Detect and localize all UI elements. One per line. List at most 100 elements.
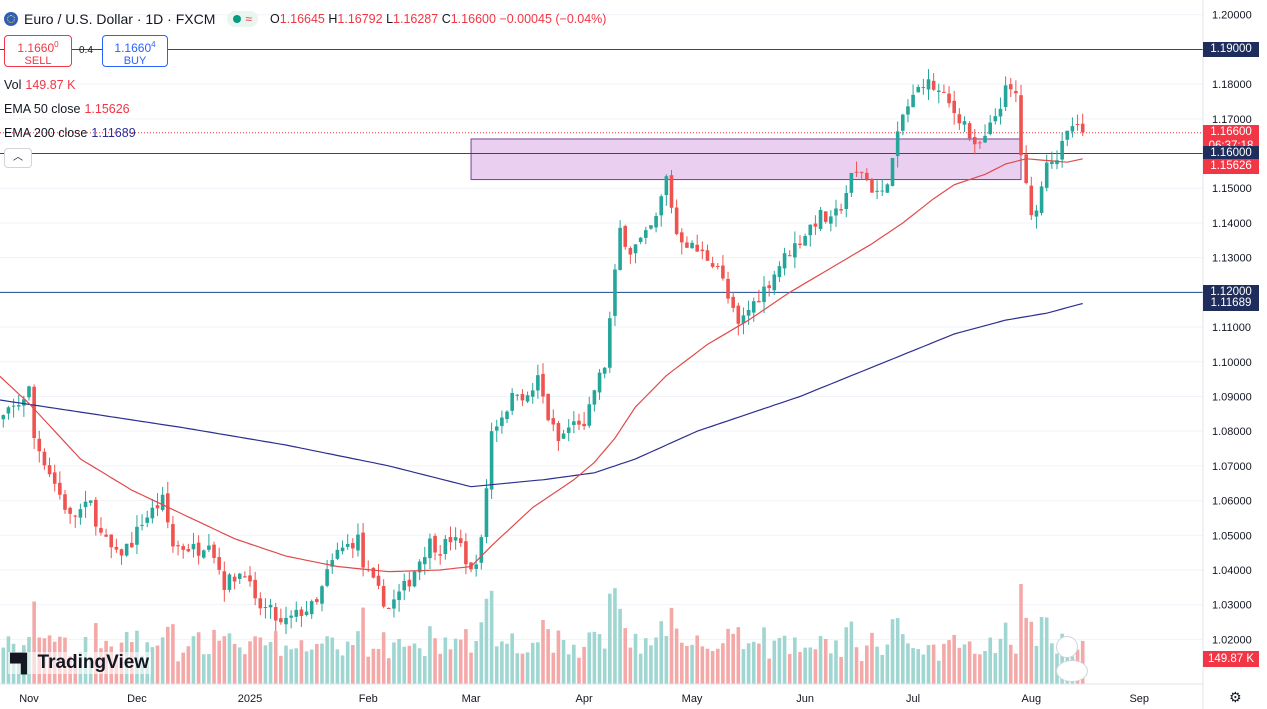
candle-body xyxy=(715,266,720,268)
candle-body xyxy=(525,395,530,402)
candle-body xyxy=(397,591,401,600)
collapse-legend-button[interactable]: ︿ xyxy=(4,148,32,168)
volume-bar xyxy=(541,620,545,684)
gear-icon[interactable]: ⚙ xyxy=(1229,689,1242,705)
buy-button[interactable]: 1.16604 BUY xyxy=(102,35,168,67)
candle-body xyxy=(972,137,977,145)
volume-bar xyxy=(798,652,802,684)
price-tag: 1.15626 xyxy=(1203,159,1259,175)
volume-bar xyxy=(572,644,576,684)
candle-body xyxy=(417,561,422,573)
candle-body xyxy=(751,301,756,313)
volume-bar xyxy=(309,649,314,684)
volume-bar xyxy=(320,643,324,684)
candle-body xyxy=(1008,84,1013,90)
candle-body xyxy=(489,431,494,490)
volume-bar xyxy=(803,647,807,684)
candle-body xyxy=(998,108,1003,117)
y-tick-label: 1.10000 xyxy=(1212,357,1252,369)
candle-body xyxy=(757,300,761,303)
volume-bar xyxy=(978,654,982,684)
candle-body xyxy=(520,394,525,401)
tradingview-logo[interactable]: ▀▌ TradingView xyxy=(8,652,152,674)
volume-bar xyxy=(443,637,448,684)
candle-body xyxy=(875,190,879,192)
volume-bar xyxy=(669,607,674,684)
x-tick-label: May xyxy=(682,693,703,705)
candle-body xyxy=(279,618,283,623)
volume-bar xyxy=(654,637,658,684)
time-axis[interactable]: Nov Dec 2025 Feb Mar Apr May Jun Jul Aug Sep xyxy=(0,683,1203,705)
volume-bar xyxy=(916,649,921,684)
price-axis[interactable]: 1.200001.190001.180001.170001.160001.150… xyxy=(1202,0,1252,709)
candle-body xyxy=(859,171,864,173)
candlesticks[interactable] xyxy=(0,69,1085,634)
volume-bar xyxy=(685,646,689,684)
volume-tag: 149.87 K xyxy=(1203,651,1259,667)
candle-body xyxy=(150,507,155,519)
volume-bar xyxy=(397,638,401,684)
volume-bar xyxy=(371,648,376,684)
ema50-legend[interactable]: EMA 50 close 1.15626 xyxy=(4,102,130,116)
volume-bar xyxy=(289,649,293,684)
volume-bar xyxy=(376,648,381,684)
volume-bar xyxy=(243,654,247,684)
candle-body xyxy=(381,585,386,607)
candle-body xyxy=(710,263,715,267)
volume-bar xyxy=(926,645,931,684)
sell-button[interactable]: 1.16600 SELL xyxy=(4,35,72,67)
candle-body xyxy=(556,423,561,442)
candle-body xyxy=(27,386,31,398)
volume-bar xyxy=(479,622,484,684)
candle-body xyxy=(83,501,88,508)
candle-body xyxy=(1029,185,1034,216)
volume-bar xyxy=(263,645,268,684)
candle-body xyxy=(931,80,936,90)
candle-body xyxy=(309,601,314,615)
candle-body xyxy=(546,393,550,421)
ema200-legend[interactable]: EMA 200 close 1.11689 xyxy=(4,126,136,140)
y-tick-label: 1.11000 xyxy=(1212,322,1251,334)
candle-body xyxy=(371,567,376,578)
chart-header: Euro / U.S. Dollar · 1D · FXCM ≈ O1.1664… xyxy=(4,9,606,29)
volume-bar xyxy=(412,643,417,684)
symbol-title[interactable]: Euro / U.S. Dollar · 1D · FXCM xyxy=(24,11,216,27)
change-readout: −0.00045 (−0.04%) xyxy=(499,12,607,26)
volume-bar xyxy=(186,646,191,684)
candle-body xyxy=(911,94,915,108)
candle-body xyxy=(1034,210,1039,217)
volume-bar xyxy=(351,645,355,684)
volume-bar xyxy=(525,652,530,684)
volume-bar xyxy=(906,643,910,684)
volume-bar xyxy=(859,661,864,684)
volume-bar xyxy=(299,640,304,684)
candle-body xyxy=(207,545,211,550)
volume-bar xyxy=(690,644,694,684)
news-flags-icon[interactable] xyxy=(1056,660,1088,682)
volume-legend[interactable]: Vol 149.87 K xyxy=(4,78,76,92)
candle-body xyxy=(191,543,196,550)
candle-body xyxy=(1044,162,1049,188)
candle-body xyxy=(124,543,129,556)
candle-body xyxy=(530,390,535,397)
market-status-pill[interactable]: ≈ xyxy=(227,11,258,27)
candle-body xyxy=(942,91,946,93)
volume-bar xyxy=(1008,644,1013,684)
candle-body xyxy=(721,265,725,279)
volume-bar xyxy=(433,638,437,684)
globe-icon[interactable] xyxy=(1056,636,1078,658)
volume-bar xyxy=(284,645,288,684)
candle-body xyxy=(1065,130,1070,140)
volume-bar xyxy=(32,601,36,684)
candle-body xyxy=(11,405,16,407)
x-tick-label: 2025 xyxy=(238,693,262,705)
candle-body xyxy=(1075,123,1080,125)
candle-body xyxy=(201,550,206,558)
candle-body xyxy=(1055,160,1059,165)
candle-body xyxy=(1014,91,1018,94)
candle-body xyxy=(47,465,52,475)
volume-bar xyxy=(268,641,273,684)
candle-body xyxy=(782,253,787,269)
volume-bar xyxy=(474,640,478,684)
